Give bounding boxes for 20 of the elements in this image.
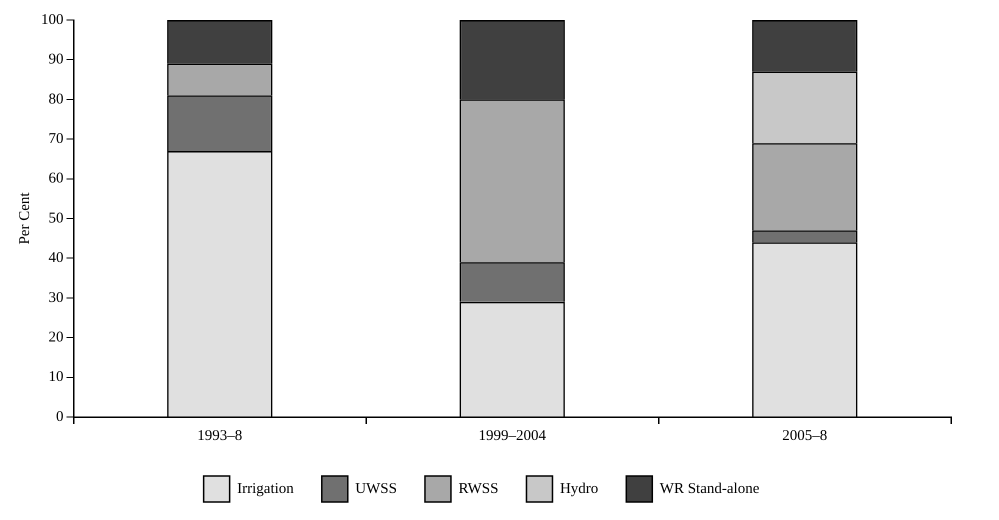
y-tick-label: 0 [56, 408, 64, 425]
y-tick-label: 50 [48, 210, 64, 226]
y-axis-title: Per Cent [16, 192, 33, 245]
y-tick-label: 70 [48, 131, 64, 148]
y-tick-label: 40 [48, 250, 64, 266]
legend-label: RWSS [458, 480, 498, 497]
legend-label: UWSS [355, 480, 397, 497]
y-tick-label: 100 [41, 12, 64, 28]
x-tick-label: 1999–2004 [478, 428, 546, 444]
legend-label: WR Stand-alone [660, 480, 760, 497]
y-tick-label: 30 [48, 290, 64, 306]
y-tick-label: 60 [48, 170, 64, 187]
y-tick-label: 10 [48, 369, 64, 386]
y-tick-label: 80 [48, 91, 64, 108]
y-tick-label: 90 [48, 52, 64, 68]
x-tick-label: 2005–8 [782, 428, 828, 444]
y-tick-label: 20 [48, 330, 64, 346]
legend-label: Hydro [560, 480, 598, 497]
legend-label: Irrigation [237, 480, 294, 497]
x-tick-label: 1993–8 [197, 428, 242, 444]
